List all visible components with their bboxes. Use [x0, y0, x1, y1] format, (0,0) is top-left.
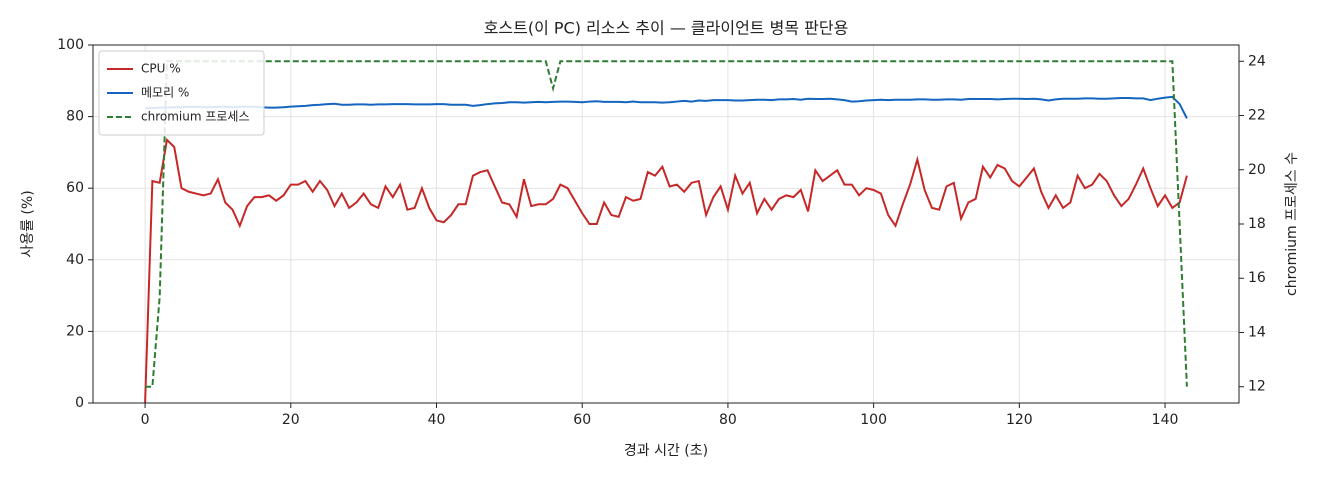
- y2-tick-label: 22: [1248, 108, 1266, 124]
- x-tick-label: 140: [1152, 412, 1179, 428]
- y2-tick-label: 24: [1248, 53, 1266, 69]
- y2-tick-label: 20: [1248, 162, 1266, 178]
- y-tick-label: 100: [57, 37, 84, 53]
- x-tick-label: 120: [1006, 412, 1033, 428]
- y2-tick-label: 14: [1248, 324, 1266, 340]
- y-tick-label: 0: [75, 395, 84, 411]
- y2-tick-label: 16: [1248, 270, 1266, 286]
- y2-tick-label: 18: [1248, 216, 1266, 232]
- series-line: [145, 95, 1188, 119]
- x-tick-label: 60: [573, 412, 591, 428]
- series-line: [145, 60, 1188, 388]
- x-tick-label: 40: [428, 412, 446, 428]
- x-tick-label: 0: [141, 412, 150, 428]
- legend-box: [98, 50, 265, 136]
- x-tick-label: 20: [282, 412, 300, 428]
- x-tick-label: 80: [719, 412, 737, 428]
- legend-label: chromium 프로세스: [141, 110, 250, 124]
- x-tick-label: 100: [860, 412, 887, 428]
- y-tick-label: 20: [66, 323, 84, 339]
- plot-frame: [92, 44, 1240, 404]
- legend-label: CPU %: [141, 62, 181, 76]
- y-tick-label: 80: [66, 109, 84, 125]
- y2-axis-label: chromium 프로세스 수: [1284, 152, 1300, 296]
- x-axis-label: 경과 시간 (초): [624, 443, 708, 459]
- y-tick-label: 60: [66, 180, 84, 196]
- series-line: [144, 137, 1188, 404]
- y2-tick-label: 12: [1248, 379, 1266, 395]
- y-tick-label: 40: [66, 252, 84, 268]
- legend-label: 메모리 %: [141, 86, 189, 100]
- y-axis-label: 사용률 (%): [20, 190, 36, 257]
- chart-title: 호스트(이 PC) 리소스 추이 — 클라이언트 병목 판단용: [484, 19, 849, 38]
